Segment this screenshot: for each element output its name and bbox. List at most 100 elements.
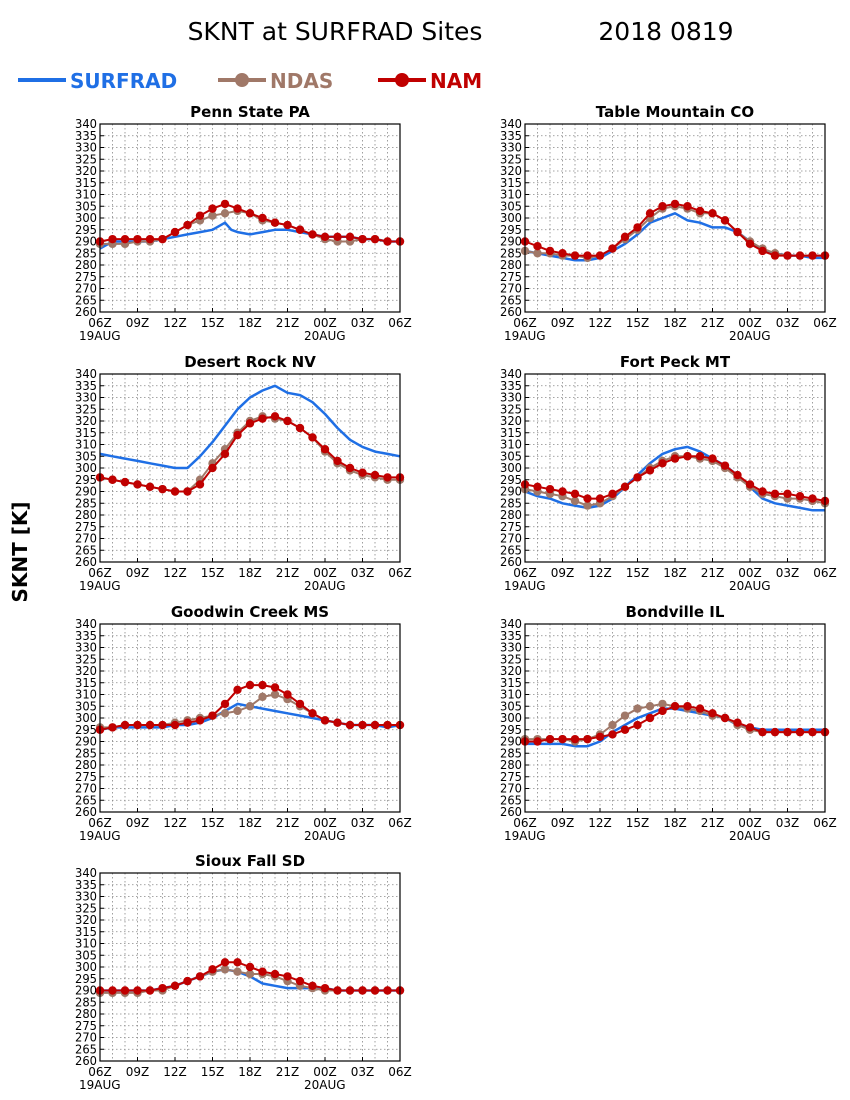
y-tick-label-bondville-il-10: 310 — [500, 688, 522, 702]
point-fort-peck-mt-nam-15 — [708, 454, 717, 463]
y-tick-label-bondville-il-15: 335 — [500, 629, 522, 643]
point-goodwin-creek-ms-ndas-10 — [220, 709, 230, 718]
x-tick-label-fort-peck-mt-7: 03Z — [776, 566, 800, 580]
y-tick-label-table-mountain-co-2: 270 — [500, 282, 522, 296]
point-penn-state-pa-nam-6 — [170, 227, 180, 237]
y-tick-label-fort-peck-mt-8: 300 — [500, 461, 522, 475]
series-line-fort-peck-mt-surfrad — [524, 445, 825, 512]
point-desert-rock-nv-nam-23 — [383, 473, 392, 482]
y-tick-label-goodwin-creek-ms-1: 265 — [75, 793, 97, 807]
point-bondville-il-ndas-8 — [620, 711, 630, 720]
point-sioux-fall-sd-nam-20 — [345, 986, 355, 995]
point-table-mountain-co-nam-19 — [758, 246, 767, 256]
point-fort-peck-mt-nam-23 — [808, 494, 817, 503]
point-fort-peck-mt-nam-20 — [770, 489, 780, 499]
point-sioux-fall-sd-nam-7 — [183, 976, 192, 986]
point-desert-rock-nv-nam-22 — [370, 470, 380, 480]
y-tick-label-bondville-il-13: 325 — [500, 652, 522, 666]
point-fort-peck-mt-nam-18 — [745, 480, 755, 489]
point-table-mountain-co-nam-10 — [645, 209, 655, 218]
point-sioux-fall-sd-nam-17 — [308, 981, 317, 990]
panel-table-mountain-co: Table Mountain CO 26026527027528028529029… — [500, 103, 837, 343]
y-tick-label-bondville-il-1: 265 — [500, 793, 522, 807]
x-tick-label-bondville-il-5: 21Z — [701, 816, 725, 830]
y-tick-label-desert-rock-nv-10: 310 — [75, 438, 97, 452]
point-goodwin-creek-ms-nam-23 — [383, 720, 392, 730]
x-date-label-penn-state-pa-0: 19AUG — [79, 329, 121, 343]
y-tick-label-fort-peck-mt-7: 295 — [500, 473, 522, 487]
x-tick-label-penn-state-pa-7: 03Z — [351, 316, 375, 330]
point-bondville-il-ndas-9 — [633, 704, 642, 713]
x-tick-label-table-mountain-co-0: 06Z — [513, 316, 537, 330]
point-penn-state-pa-nam-17 — [308, 230, 317, 239]
y-tick-label-goodwin-creek-ms-15: 335 — [75, 629, 97, 643]
point-sioux-fall-sd-ndas-10 — [220, 965, 230, 974]
point-bondville-il-nam-4 — [570, 734, 580, 744]
y-tick-label-goodwin-creek-ms-3: 275 — [75, 770, 97, 784]
y-tick-label-table-mountain-co-14: 330 — [500, 141, 522, 155]
panel-goodwin-creek-ms: Goodwin Creek MS 260265270275280285290295… — [75, 603, 412, 843]
point-goodwin-creek-ms-nam-10 — [220, 699, 230, 709]
x-tick-label-sioux-fall-sd-2: 12Z — [163, 1065, 187, 1079]
panel-title-bondville-il: Bondville IL — [626, 603, 725, 621]
point-sioux-fall-sd-nam-10 — [220, 958, 230, 967]
point-bondville-il-nam-7 — [608, 730, 617, 739]
series-line-goodwin-creek-ms-ndas — [100, 693, 400, 729]
point-goodwin-creek-ms-nam-2 — [120, 720, 130, 730]
x-tick-label-goodwin-creek-ms-0: 06Z — [88, 816, 112, 830]
panel-title-table-mountain-co: Table Mountain CO — [596, 103, 754, 121]
x-tick-label-sioux-fall-sd-4: 18Z — [238, 1065, 262, 1079]
y-tick-label-sioux-fall-sd-8: 300 — [75, 960, 97, 974]
point-penn-state-pa-ndas-9 — [208, 211, 217, 220]
point-sioux-fall-sd-nam-6 — [170, 981, 180, 990]
point-penn-state-pa-nam-23 — [383, 237, 392, 246]
y-tick-label-table-mountain-co-9: 305 — [500, 199, 522, 213]
point-desert-rock-nv-nam-9 — [208, 463, 217, 473]
y-tick-label-penn-state-pa-2: 270 — [75, 282, 97, 296]
plot-frame-sioux-fall-sd — [99, 872, 401, 1062]
x-tick-label-table-mountain-co-5: 21Z — [701, 316, 725, 330]
y-tick-label-sioux-fall-sd-16: 340 — [75, 866, 97, 880]
point-penn-state-pa-nam-5 — [158, 234, 167, 244]
point-bondville-il-ndas-11 — [658, 699, 667, 709]
y-tick-label-sioux-fall-sd-12: 320 — [75, 913, 97, 927]
point-sioux-fall-sd-nam-21 — [358, 986, 367, 995]
point-fort-peck-mt-ndas-4 — [570, 496, 580, 506]
x-tick-label-desert-rock-nv-6: 00Z — [313, 566, 337, 580]
panel-title-sioux-fall-sd: Sioux Fall SD — [195, 852, 305, 870]
x-date-label-sioux-fall-sd-1: 20AUG — [304, 1078, 346, 1092]
point-goodwin-creek-ms-nam-17 — [308, 709, 317, 718]
y-tick-label-table-mountain-co-4: 280 — [500, 258, 522, 272]
point-sioux-fall-sd-nam-11 — [233, 958, 242, 967]
point-penn-state-pa-nam-18 — [320, 232, 330, 241]
point-fort-peck-mt-nam-3 — [558, 487, 567, 496]
y-tick-label-desert-rock-nv-12: 320 — [75, 414, 97, 428]
point-sioux-fall-sd-nam-1 — [108, 986, 117, 995]
y-tick-label-table-mountain-co-6: 290 — [500, 235, 522, 249]
y-tick-label-table-mountain-co-12: 320 — [500, 164, 522, 178]
y-tick-label-penn-state-pa-5: 285 — [75, 246, 97, 260]
point-penn-state-pa-nam-3 — [133, 234, 142, 244]
x-tick-label-sioux-fall-sd-0: 06Z — [88, 1065, 112, 1079]
y-tick-label-goodwin-creek-ms-0: 260 — [75, 805, 97, 819]
point-desert-rock-nv-nam-18 — [320, 445, 330, 454]
y-tick-label-sioux-fall-sd-5: 285 — [75, 995, 97, 1009]
point-goodwin-creek-ms-nam-15 — [283, 690, 292, 699]
point-penn-state-pa-nam-2 — [120, 234, 130, 244]
point-goodwin-creek-ms-nam-7 — [183, 718, 192, 727]
point-fort-peck-mt-nam-5 — [583, 494, 592, 503]
point-desert-rock-nv-nam-21 — [358, 468, 367, 477]
y-tick-label-penn-state-pa-3: 275 — [75, 270, 97, 284]
y-tick-label-desert-rock-nv-0: 260 — [75, 555, 97, 569]
plot-frame-fort-peck-mt — [524, 373, 826, 563]
point-bondville-il-nam-20 — [770, 727, 780, 737]
y-tick-label-goodwin-creek-ms-6: 290 — [75, 735, 97, 749]
x-tick-label-table-mountain-co-6: 00Z — [738, 316, 762, 330]
point-bondville-il-nam-6 — [595, 732, 605, 741]
point-desert-rock-nv-nam-17 — [308, 433, 317, 442]
x-tick-label-fort-peck-mt-5: 21Z — [701, 566, 725, 580]
point-penn-state-pa-nam-4 — [145, 234, 155, 244]
plot-frame-desert-rock-nv — [99, 373, 401, 563]
point-bondville-il-nam-10 — [645, 713, 655, 723]
x-tick-label-desert-rock-nv-4: 18Z — [238, 566, 262, 580]
